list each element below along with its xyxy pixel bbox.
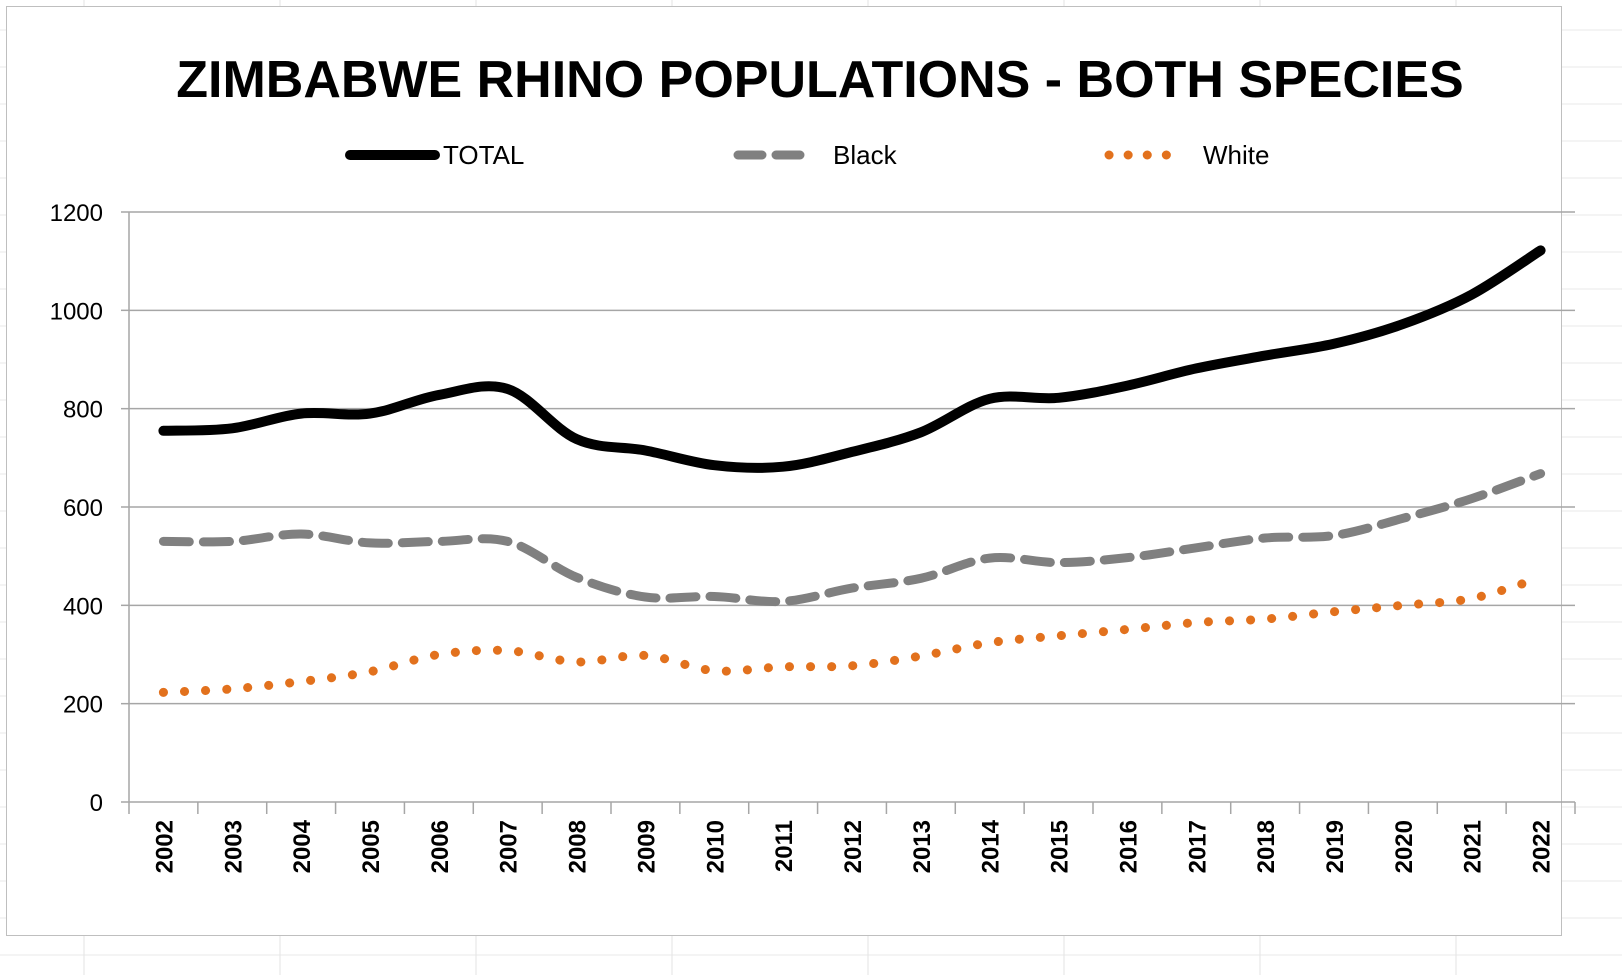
legend-item-white: White xyxy=(1104,140,1269,170)
y-tick-label: 600 xyxy=(63,495,103,522)
chart-title: ZIMBABWE RHINO POPULATIONS - BOTH SPECIE… xyxy=(176,51,1464,109)
y-tick-label: 1200 xyxy=(50,200,103,227)
legend-label-total: TOTAL xyxy=(443,140,524,170)
y-axis-ticks: 0 200 400 600 800 1000 1200 xyxy=(50,200,129,817)
series-line-total xyxy=(158,245,1546,473)
series-lines xyxy=(158,245,1546,697)
y-tick-label: 1000 xyxy=(50,298,103,325)
x-tick-label: 2004 xyxy=(289,819,316,873)
x-tick-label: 2018 xyxy=(1253,820,1280,873)
x-tick-label: 2002 xyxy=(151,820,178,873)
x-tick-label: 2003 xyxy=(220,820,247,873)
x-tick-label: 2007 xyxy=(496,820,523,873)
x-tick-label: 2006 xyxy=(427,820,454,873)
x-tick-label: 2008 xyxy=(565,820,592,873)
x-tick-label: 2016 xyxy=(1115,820,1142,873)
x-axis: 2002 2003 2004 2005 2006 2007 2008 2009 2010 2011… xyxy=(128,212,1576,873)
x-tick-label: 2014 xyxy=(978,819,1005,873)
x-tick-label: 2021 xyxy=(1460,820,1487,873)
y-tick-label: 400 xyxy=(63,593,103,620)
x-tick-label: 2022 xyxy=(1529,820,1556,873)
series-line-white xyxy=(158,573,1546,697)
y-gridlines xyxy=(129,211,1575,705)
series-line-black xyxy=(158,469,1546,607)
x-tick-label: 2005 xyxy=(358,820,385,873)
y-tick-label: 200 xyxy=(63,692,103,719)
legend: TOTAL Black White xyxy=(345,140,1269,170)
legend-item-black: Black xyxy=(733,140,898,170)
x-tick-label: 2020 xyxy=(1391,820,1418,873)
x-tick-label: 2009 xyxy=(633,820,660,873)
y-tick-label: 800 xyxy=(63,397,103,424)
x-tick-label: 2012 xyxy=(840,820,867,873)
x-tick-label: 2011 xyxy=(771,820,798,872)
x-tick-label: 2017 xyxy=(1184,820,1211,873)
x-tick-label: 2019 xyxy=(1322,820,1349,873)
legend-label-white: White xyxy=(1203,140,1269,170)
x-tick-label: 2015 xyxy=(1047,820,1074,873)
x-tick-label: 2010 xyxy=(702,820,729,873)
x-tick-label: 2013 xyxy=(909,820,936,873)
y-tick-label: 0 xyxy=(90,790,103,817)
legend-label-black: Black xyxy=(833,140,898,170)
legend-item-total: TOTAL xyxy=(345,140,524,170)
